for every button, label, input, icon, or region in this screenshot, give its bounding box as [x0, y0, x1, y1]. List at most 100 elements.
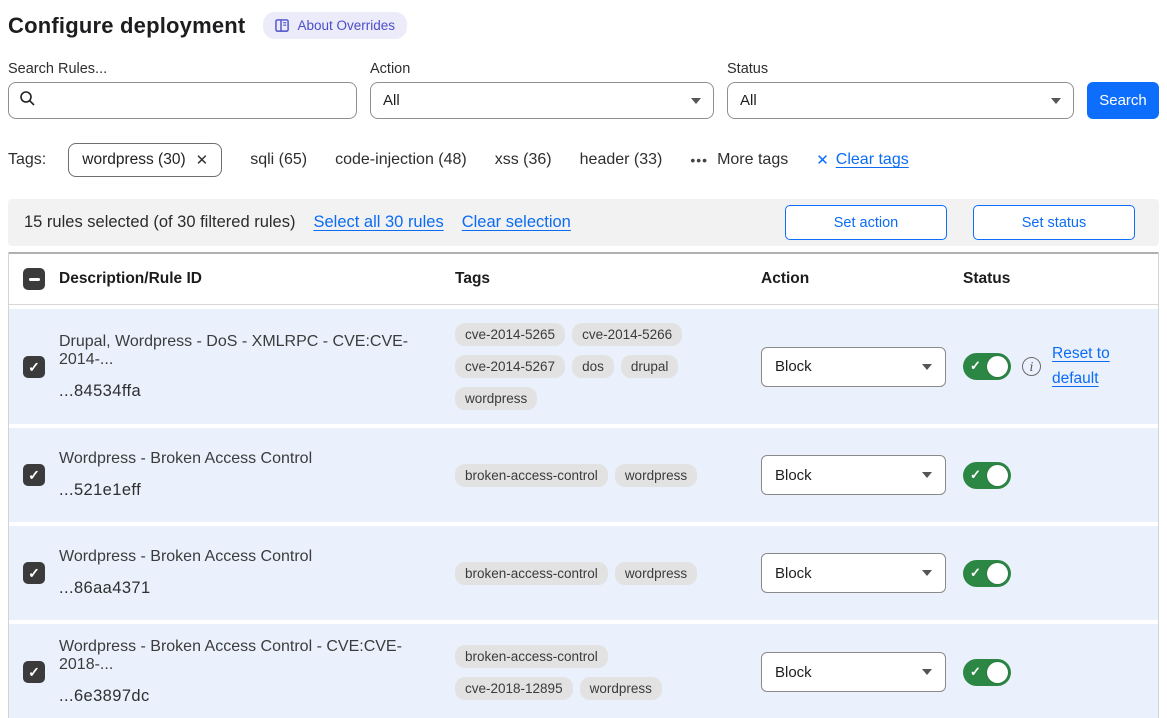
selected-tag-wordpress[interactable]: wordpress (30) ✕ [68, 143, 223, 177]
rule-description: Wordpress - Broken Access Control - CVE:… [59, 638, 402, 673]
selection-summary: 15 rules selected (of 30 filtered rules) [24, 213, 296, 231]
filter-bar: Search Rules... Action All Status All Se… [8, 61, 1159, 119]
action-value: Block [775, 663, 812, 681]
select-all-rules-link[interactable]: Select all 30 rules [313, 213, 444, 231]
row-checkbox[interactable]: ✓ [23, 661, 45, 683]
more-tags-button[interactable]: ••• More tags [690, 151, 788, 169]
chevron-down-icon [922, 363, 932, 370]
tag-pill: wordpress [455, 387, 538, 410]
toggle-knob [987, 464, 1008, 486]
row-checkbox[interactable]: ✓ [23, 562, 45, 584]
table-row: ✓ Wordpress - Broken Access Control - CV… [9, 624, 1158, 718]
rules-table: Description/Rule ID Tags Action Status ✓… [8, 252, 1159, 718]
chevron-down-icon [922, 570, 932, 576]
table-row: ✓ Drupal, Wordpress - DoS - XMLRPC - CVE… [9, 309, 1158, 424]
action-filter-select[interactable]: All [370, 82, 714, 119]
column-header-status: Status [963, 270, 1011, 287]
status-toggle[interactable]: ✓ [963, 353, 1011, 380]
check-icon: ✓ [28, 664, 40, 680]
rule-id: ...84534ffa [59, 381, 142, 400]
tag-pill: broken-access-control [455, 463, 608, 487]
row-checkbox[interactable]: ✓ [23, 464, 45, 486]
action-select[interactable]: Block [761, 553, 946, 593]
search-button[interactable]: Search [1087, 82, 1159, 119]
action-value: Block [775, 564, 812, 582]
row-checkbox[interactable]: ✓ [23, 355, 45, 378]
action-filter-label: Action [370, 61, 411, 77]
action-select[interactable]: Block [761, 455, 946, 495]
status-filter-value: All [740, 92, 757, 109]
tag-pill: broken-access-control [455, 561, 608, 585]
chevron-down-icon [1051, 97, 1061, 104]
set-action-button[interactable]: Set action [785, 205, 947, 240]
tag-pill: wordpress [614, 561, 698, 585]
tag-pill: cve-2014-5267 [455, 355, 566, 378]
chevron-down-icon [691, 97, 701, 104]
table-header-row: Description/Rule ID Tags Action Status [9, 252, 1158, 305]
indeterminate-mark [28, 277, 40, 281]
check-icon: ✓ [970, 663, 981, 679]
rule-id: ...521e1eff [59, 481, 142, 499]
rule-id: ...6e3897dc [59, 687, 150, 705]
page-header: Configure deployment About Overrides [8, 12, 1159, 39]
tag-pill: dos [572, 355, 614, 378]
toggle-knob [987, 562, 1008, 584]
action-value: Block [775, 466, 812, 484]
column-header-description: Description/Rule ID [59, 270, 202, 287]
search-rules-label: Search Rules... [8, 61, 108, 77]
tag-option-xss[interactable]: xss (36) [494, 151, 552, 168]
action-select[interactable]: Block [761, 652, 946, 692]
search-icon [19, 90, 36, 112]
about-overrides-label: About Overrides [297, 18, 395, 33]
toggle-knob [987, 661, 1008, 683]
reset-to-default-link[interactable]: Reset to default [1052, 345, 1110, 387]
clear-selection-link[interactable]: Clear selection [461, 213, 571, 231]
action-select[interactable]: Block [761, 346, 946, 387]
clear-tags-x-icon: ✕ [816, 152, 829, 169]
check-icon: ✓ [970, 564, 981, 580]
rule-id: ...86aa4371 [59, 579, 151, 597]
tags-label: Tags: [8, 151, 47, 168]
check-icon: ✓ [28, 565, 40, 581]
column-header-tags: Tags [455, 270, 491, 287]
ellipsis-icon: ••• [690, 152, 709, 168]
about-overrides-badge[interactable]: About Overrides [263, 12, 407, 39]
status-toggle[interactable]: ✓ [963, 658, 1011, 686]
chevron-down-icon [922, 669, 932, 675]
book-icon [275, 18, 290, 33]
tag-option-sqli[interactable]: sqli (65) [250, 151, 308, 168]
tag-option-code-injection[interactable]: code-injection (48) [335, 151, 467, 168]
more-tags-label: More tags [717, 151, 789, 168]
action-value: Block [775, 358, 812, 375]
table-row: ✓ Wordpress - Broken Access Control ...5… [9, 428, 1158, 522]
selected-tag-label: wordpress (30) [82, 151, 186, 168]
status-toggle[interactable]: ✓ [963, 461, 1011, 489]
tag-pill: cve-2018-12895 [455, 676, 573, 700]
tag-pill: cve-2014-5266 [572, 323, 683, 346]
rule-description: Drupal, Wordpress - DoS - XMLRPC - CVE:C… [59, 332, 409, 368]
status-toggle[interactable]: ✓ [963, 559, 1011, 587]
tag-pill: broken-access-control [455, 644, 608, 668]
page-title: Configure deployment [8, 12, 246, 38]
status-filter-label: Status [727, 61, 769, 77]
clear-tags-button[interactable]: ✕ Clear tags [816, 151, 909, 169]
search-rules-input[interactable] [8, 82, 357, 119]
selection-bar: 15 rules selected (of 30 filtered rules)… [8, 199, 1159, 246]
table-row: ✓ Wordpress - Broken Access Control ...8… [9, 526, 1158, 620]
tags-bar: Tags: wordpress (30) ✕ sqli (65) code-in… [8, 143, 1159, 177]
tag-pill: drupal [620, 355, 679, 378]
tag-pill: cve-2014-5265 [455, 323, 566, 346]
tag-option-header[interactable]: header (33) [579, 151, 663, 168]
select-all-checkbox[interactable] [23, 268, 45, 290]
set-status-button[interactable]: Set status [973, 205, 1135, 240]
info-icon[interactable]: i [1022, 357, 1041, 376]
check-icon: ✓ [28, 467, 40, 483]
action-filter-value: All [383, 92, 400, 109]
tag-pill: wordpress [614, 463, 698, 487]
rule-description: Wordpress - Broken Access Control [59, 450, 313, 467]
remove-tag-icon[interactable]: ✕ [195, 152, 209, 169]
check-icon: ✓ [970, 358, 981, 373]
check-icon: ✓ [970, 466, 981, 482]
status-filter-select[interactable]: All [727, 82, 1074, 119]
